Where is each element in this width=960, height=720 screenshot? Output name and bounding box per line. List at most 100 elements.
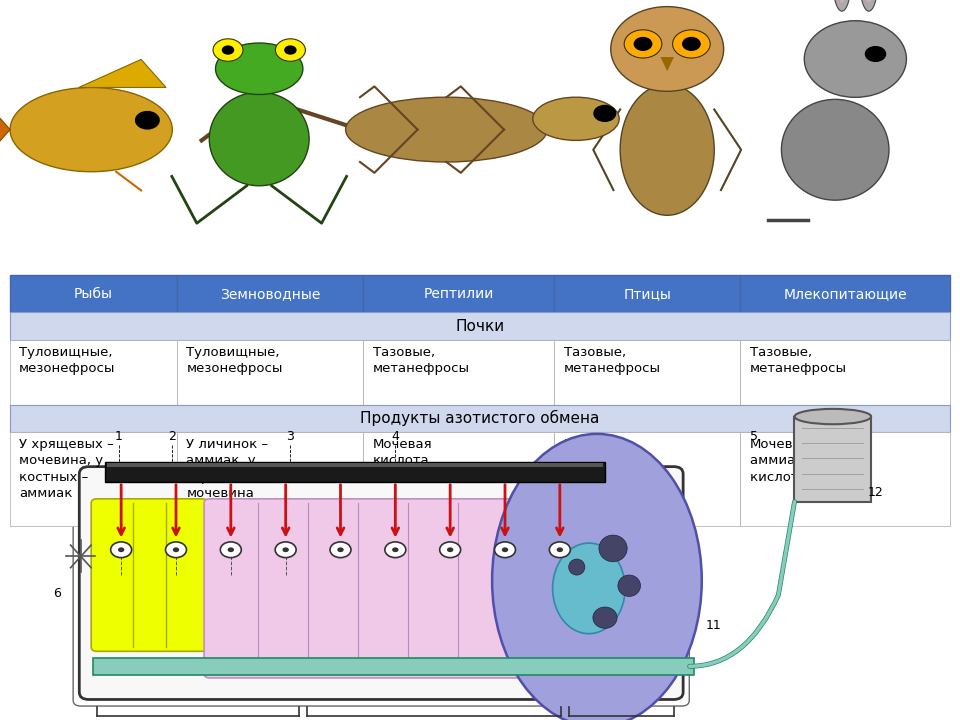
Bar [363, 432, 554, 526]
Circle shape [330, 542, 351, 557]
Circle shape [337, 547, 344, 552]
Bar [177, 340, 363, 405]
Text: Мочевина,
аммиак, мочевая
кислота (НК): Мочевина, аммиак, мочевая кислота (НК) [750, 438, 870, 484]
Circle shape [213, 39, 243, 61]
Polygon shape [79, 59, 166, 87]
Circle shape [173, 547, 180, 552]
Ellipse shape [346, 97, 547, 162]
Circle shape [221, 542, 241, 557]
Ellipse shape [599, 535, 627, 562]
Circle shape [611, 6, 724, 91]
Bar [554, 275, 740, 312]
Circle shape [222, 45, 234, 55]
Circle shape [276, 39, 305, 61]
Circle shape [865, 46, 886, 62]
Bar [0, 0, 960, 275]
Text: Почки: Почки [455, 319, 505, 333]
Circle shape [134, 111, 159, 130]
Bar [363, 340, 554, 405]
Circle shape [634, 37, 653, 51]
Text: 3: 3 [286, 430, 295, 443]
Text: 6: 6 [53, 588, 60, 600]
Bar [10, 340, 177, 405]
Text: Мочевая
кислота: Мочевая кислота [564, 438, 623, 467]
Text: Тазовые,
метанефросы: Тазовые, метанефросы [372, 346, 469, 375]
Circle shape [392, 547, 398, 552]
Ellipse shape [864, 0, 874, 3]
Ellipse shape [568, 559, 585, 575]
Bar [10, 312, 950, 340]
Bar [554, 432, 740, 526]
Ellipse shape [209, 92, 309, 186]
Ellipse shape [795, 409, 871, 424]
Text: Продукты азотистого обмена: Продукты азотистого обмена [360, 410, 600, 426]
Circle shape [502, 547, 508, 552]
Circle shape [228, 547, 234, 552]
Ellipse shape [533, 97, 619, 140]
Text: Туловищные,
мезонефросы: Туловищные, мезонефросы [186, 346, 283, 375]
Circle shape [110, 542, 132, 557]
Bar [363, 275, 554, 312]
Ellipse shape [215, 43, 303, 94]
Text: Рыбы: Рыбы [74, 287, 112, 301]
Ellipse shape [781, 99, 889, 200]
Ellipse shape [618, 575, 640, 596]
Text: 4: 4 [392, 430, 399, 443]
Text: У личинок –
аммиак, у
взрослых -
мочевина: У личинок – аммиак, у взрослых - мочевин… [186, 438, 269, 500]
Circle shape [549, 542, 570, 557]
Circle shape [682, 37, 701, 51]
FancyBboxPatch shape [204, 499, 534, 678]
Polygon shape [0, 87, 10, 172]
Circle shape [494, 542, 516, 557]
Text: Туловищные,
мезонефросы: Туловищные, мезонефросы [19, 346, 115, 375]
Circle shape [557, 547, 564, 552]
Ellipse shape [593, 607, 617, 629]
FancyBboxPatch shape [80, 467, 684, 700]
Circle shape [673, 30, 710, 58]
Bar [740, 340, 950, 405]
Text: Мочевая
кислота: Мочевая кислота [372, 438, 432, 467]
Circle shape [624, 30, 661, 58]
Text: 11: 11 [706, 619, 722, 632]
Text: Тазовые,
метанефросы: Тазовые, метанефросы [564, 346, 660, 375]
Circle shape [276, 542, 296, 557]
Bar [554, 340, 740, 405]
Circle shape [593, 105, 616, 122]
Circle shape [165, 542, 186, 557]
Ellipse shape [10, 87, 173, 172]
Text: Рептилии: Рептилии [423, 287, 493, 301]
Bar [740, 432, 950, 526]
Bar [108, 463, 603, 467]
Bar [93, 657, 694, 675]
Bar [795, 417, 871, 502]
Circle shape [440, 542, 461, 557]
Circle shape [282, 547, 289, 552]
Polygon shape [660, 57, 674, 71]
Circle shape [284, 45, 297, 55]
Ellipse shape [837, 0, 847, 3]
Bar [105, 462, 605, 482]
Ellipse shape [553, 543, 625, 634]
Ellipse shape [833, 0, 851, 12]
Bar [740, 275, 950, 312]
Circle shape [804, 21, 906, 97]
Circle shape [118, 547, 125, 552]
Bar [177, 432, 363, 526]
Circle shape [447, 547, 453, 552]
Bar [10, 432, 177, 526]
Text: Тазовые,
метанефросы: Тазовые, метанефросы [750, 346, 847, 375]
Text: 5: 5 [750, 430, 758, 443]
Text: Птицы: Птицы [623, 287, 671, 301]
Ellipse shape [492, 434, 702, 720]
Text: 12: 12 [867, 486, 883, 499]
Text: 1: 1 [115, 430, 123, 443]
Bar [10, 405, 950, 432]
Text: Земноводные: Земноводные [220, 287, 320, 301]
Bar [10, 275, 177, 312]
Text: Млекопитающие: Млекопитающие [783, 287, 907, 301]
Text: 2: 2 [168, 430, 176, 443]
Ellipse shape [860, 0, 877, 12]
FancyBboxPatch shape [91, 499, 207, 652]
Circle shape [385, 542, 406, 557]
Text: У хрящевых –
мочевина, у
костных –
аммиак: У хрящевых – мочевина, у костных – аммиа… [19, 438, 114, 500]
